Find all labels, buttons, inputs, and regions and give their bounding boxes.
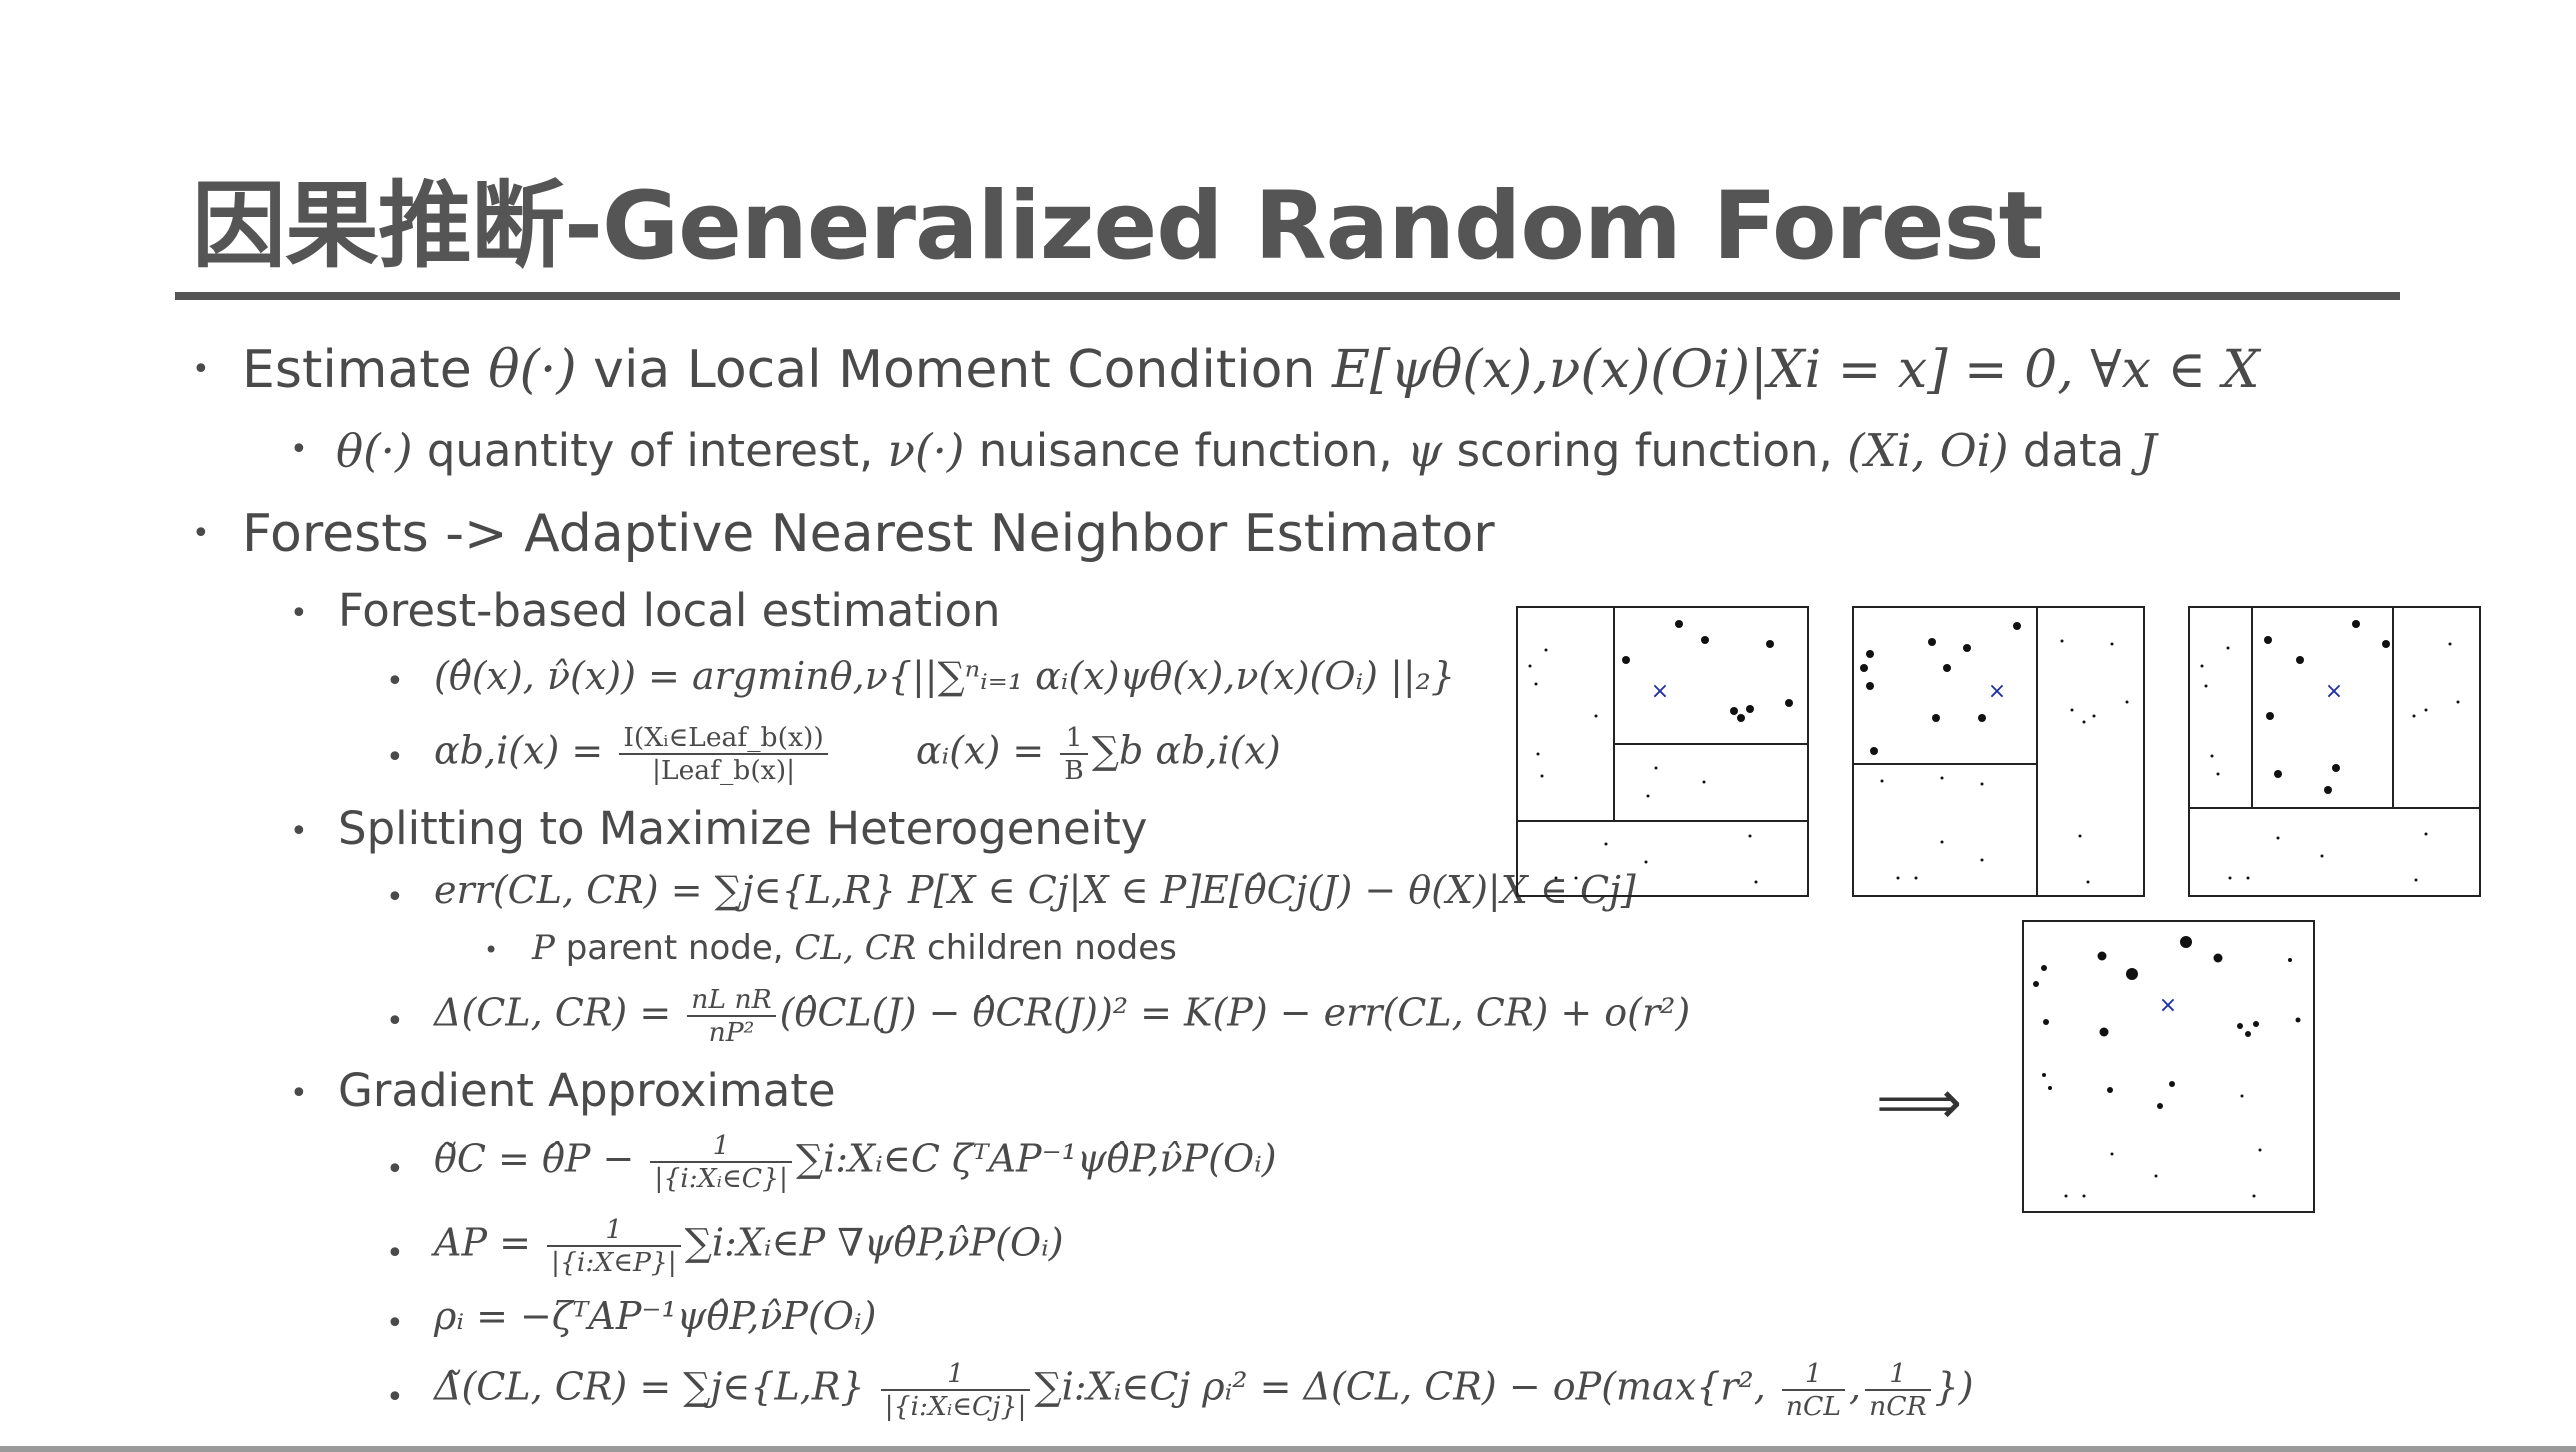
tree-partition-2: × (1852, 606, 2145, 897)
delta-tilde-equation: Δ̃(CL, CR) = ∑j∈{L,R} 1 |{i:Xᵢ∈Cj}| ∑i:Xᵢ∈… (434, 1358, 1974, 1422)
def-theta: θ(·) (336, 424, 413, 477)
ap-numerator: 1 (547, 1214, 681, 1247)
ap-denominator: |{i:X∈P}| (551, 1247, 677, 1278)
query-point-marker: × (1651, 679, 1669, 704)
alpha-weights-equation: αb,i(x) = I(Xᵢ∈Leaf_b(x)) |Leaf_b(x)| αᵢ(… (434, 722, 1281, 786)
alpha-bi-fraction: I(Xᵢ∈Leaf_b(x)) |Leaf_b(x)| (619, 722, 828, 786)
tree-partition-1: × (1516, 606, 1809, 897)
delta-tilde-fraction: 1 |{i:Xᵢ∈Cj}| (880, 1358, 1031, 1422)
def-data: (Xi, Oi) (1847, 424, 2009, 477)
ap-lhs: AP = (434, 1220, 544, 1265)
delta-tilde-d2: nCR (1869, 1391, 1927, 1422)
alpha-i-rhs: ∑b αb,i(x) (1091, 728, 1281, 773)
theta-tilde-numerator: 1 (650, 1130, 792, 1163)
def-nu-text: nuisance function, (964, 424, 1407, 477)
delta-tilde-fraction-l: 1 nCL (1781, 1358, 1846, 1422)
delta-tilde-d1: nCL (1785, 1391, 1842, 1422)
def-theta-text: quantity of interest, (412, 424, 888, 477)
delta-lhs: Δ(CL, CR) = (434, 990, 684, 1035)
err-equation: err(CL, CR) = ∑j∈{L,R} P[X ∈ Cj|X ∈ P]E[… (434, 868, 1636, 912)
def-psi: ψ (1407, 424, 1443, 477)
bullet-dot: • (192, 516, 210, 551)
theta-tilde-equation: θ̃C = θ̂P − 1 |{i:Xᵢ∈C}| ∑i:Xᵢ∈C ζᵀAP⁻¹ψθ̂… (434, 1130, 1277, 1194)
subheading-local-estimation: Forest-based local estimation (338, 584, 1001, 637)
bullet-dot: • (386, 1380, 404, 1415)
def-parent-text: parent node, (554, 928, 795, 968)
bullet-estimate-pre: Estimate (242, 340, 489, 400)
query-point-marker: × (1988, 679, 2006, 704)
bullet-dot: • (290, 596, 308, 631)
ap-equation: AP = 1 |{i:X∈P}| ∑i:Xᵢ∈P ∇ψθ̂P,ν̂P(Oᵢ) (434, 1214, 1064, 1278)
def-nu: ν(·) (887, 424, 965, 477)
delta-equation: Δ(CL, CR) = nL nR nP² (θ̂CL(J) − θ̂CR(J))²… (434, 984, 1690, 1048)
delta-rhs: (θ̂CL(J) − θ̂CR(J))² = K(P) − err(CL, CR… (779, 990, 1691, 1035)
def-j: J (2138, 424, 2157, 477)
theta-tilde-denominator: |{i:Xᵢ∈C}| (654, 1163, 788, 1194)
def-psi-text: scoring function, (1442, 424, 1848, 477)
subheading-gradient: Gradient Approximate (338, 1064, 836, 1117)
bullet-dot: • (484, 936, 499, 964)
def-children: CL, CR (794, 928, 917, 968)
rho-equation: ρᵢ = −ζᵀAP⁻¹ψθ̂P,ν̂P(Oᵢ) (434, 1294, 877, 1338)
theta-tilde-rhs: ∑i:Xᵢ∈C ζᵀAP⁻¹ψθ̂P,ν̂P(Oᵢ) (795, 1136, 1277, 1181)
delta-fraction: nL nR nP² (687, 984, 776, 1048)
theta-tilde-lhs: θ̃C = θ̂P − (434, 1136, 647, 1181)
moment-condition-equation: E[ψθ(x),ν(x)(Oi)|Xi = x] = 0, ∀x ∈ X (1331, 340, 2260, 400)
delta-tilde-fraction-r: 1 nCR (1865, 1358, 1931, 1422)
def-data-text: data (2008, 424, 2139, 477)
bullet-dot: • (290, 432, 308, 467)
tree-partition-3: × (2188, 606, 2481, 897)
alpha-i-numerator: 1 (1060, 722, 1088, 755)
delta-denominator: nP² (708, 1017, 755, 1048)
theta-symbol: θ(·) (488, 340, 577, 400)
bullet-estimate: Estimate θ(·) via Local Moment Condition… (242, 340, 2260, 400)
alpha-bi-lhs: αb,i(x) = (434, 728, 616, 773)
delta-tilde-end: }) (1934, 1364, 1974, 1409)
ap-fraction: 1 |{i:X∈P}| (547, 1214, 681, 1278)
query-point-marker: × (2159, 993, 2177, 1018)
implies-arrow-icon: ⟹ (1876, 1068, 1963, 1138)
bullet-dot: • (290, 1076, 308, 1111)
node-definitions: P parent node, CL, CR children nodes (532, 928, 1177, 968)
def-children-text: children nodes (916, 928, 1177, 968)
bullet-dot: • (386, 880, 404, 915)
alpha-i-lhs: αᵢ(x) = (915, 728, 1057, 773)
bullet-dot: • (386, 664, 404, 699)
theta-tilde-fraction: 1 |{i:Xᵢ∈C}| (650, 1130, 792, 1194)
argmin-equation: (θ̂(x), ν̂(x)) = argminθ,ν{||∑ⁿᵢ₌₁ αᵢ(x)… (434, 654, 1456, 698)
bottom-border (0, 1446, 2576, 1452)
page-title: 因果推断-Generalized Random Forest (192, 172, 2044, 281)
bullet-dot: • (386, 1306, 404, 1341)
forest-aggregate-weights: × (2022, 920, 2315, 1213)
subheading-splitting: Splitting to Maximize Heterogeneity (338, 802, 1148, 855)
bullet-forests: Forests -> Adaptive Nearest Neighbor Est… (242, 504, 1495, 564)
bullet-dot: • (386, 1236, 404, 1271)
bullet-dot: • (290, 814, 308, 849)
bullet-dot: • (386, 1152, 404, 1187)
alpha-bi-denominator: |Leaf_b(x)| (651, 755, 796, 786)
bullet-dot: • (192, 352, 210, 387)
delta-tilde-n1: 1 (1781, 1358, 1846, 1391)
query-point-marker: × (2325, 679, 2343, 704)
bullet-dot: • (386, 1004, 404, 1039)
title-underline (175, 292, 2400, 300)
delta-tilde-denominator: |{i:Xᵢ∈Cj}| (884, 1391, 1027, 1422)
alpha-bi-numerator: I(Xᵢ∈Leaf_b(x)) (619, 722, 828, 755)
bullet-estimate-mid: via Local Moment Condition (576, 340, 1332, 400)
delta-tilde-numerator: 1 (880, 1358, 1031, 1391)
delta-tilde-lhs: Δ̃(CL, CR) = ∑j∈{L,R} (434, 1364, 877, 1409)
bullet-definitions: θ(·) quantity of interest, ν(·) nuisance… (336, 424, 2157, 477)
alpha-i-denominator: B (1064, 755, 1084, 786)
delta-tilde-mid: ∑i:Xᵢ∈Cj ρᵢ² = Δ(CL, CR) − oP(max{r², (1034, 1364, 1778, 1409)
delta-tilde-n2: 1 (1865, 1358, 1931, 1391)
bullet-dot: • (386, 740, 404, 775)
delta-numerator: nL nR (687, 984, 776, 1017)
def-parent: P (532, 928, 555, 968)
ap-rhs: ∑i:Xᵢ∈P ∇ψθ̂P,ν̂P(Oᵢ) (684, 1220, 1064, 1265)
